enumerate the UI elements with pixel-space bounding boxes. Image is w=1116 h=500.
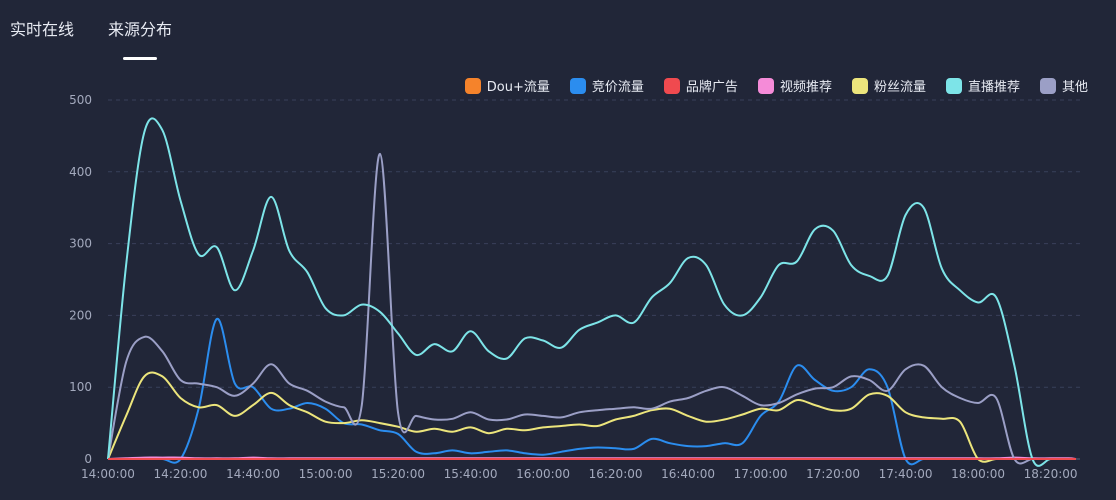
series-line-1: [108, 317, 1076, 466]
x-axis-ticks: 14:00:00 14:20:00 14:40:00 15:00:00 15:20:00…: [81, 467, 1078, 481]
series-line-4: [107, 371, 1076, 463]
y-tick-label: 300: [69, 237, 92, 251]
x-tick-label: 17:40:00: [879, 467, 933, 481]
legend-label-brand: 品牌广告: [685, 80, 738, 95]
series-lines: [107, 117, 1077, 467]
legend-label-live: 直播推荐: [967, 80, 1020, 95]
x-tick-label: 15:40:00: [444, 467, 498, 481]
legend-swatch-fans: [851, 77, 868, 94]
legend-label-fans: 粉丝流量: [873, 80, 926, 95]
legend-item-live[interactable]: 直播推荐: [945, 76, 1020, 95]
legend-label-video: 视频推荐: [779, 80, 832, 95]
legend-label-bidding: 竞价流量: [591, 80, 644, 95]
legend-swatch-other: [1039, 77, 1056, 94]
legend-label-dou: Dou+流量: [486, 80, 550, 95]
x-tick-label: 18:20:00: [1024, 467, 1078, 481]
legend-item-bidding[interactable]: 竞价流量: [569, 76, 644, 95]
y-tick-label: 500: [69, 93, 92, 107]
x-tick-label: 18:00:00: [951, 467, 1005, 481]
x-tick-label: 15:00:00: [299, 467, 353, 481]
y-tick-label: 0: [84, 452, 92, 466]
legend-item-video[interactable]: 视频推荐: [757, 76, 832, 95]
legend-item-other[interactable]: 其他: [1039, 76, 1088, 95]
x-tick-label: 17:00:00: [734, 467, 788, 481]
legend-swatch-brand: [663, 77, 680, 94]
legend-item-dou[interactable]: Dou+流量: [464, 76, 550, 95]
x-tick-label: 16:40:00: [661, 467, 715, 481]
active-tab-indicator: [123, 57, 157, 60]
legend-swatch-live: [945, 77, 962, 94]
x-tick-label: 14:40:00: [226, 467, 280, 481]
legend-swatch-dou: [464, 77, 481, 94]
y-axis-ticks: 0 100 200 300 400 500: [69, 93, 92, 466]
legend-item-fans[interactable]: 粉丝流量: [851, 76, 926, 95]
y-tick-label: 400: [69, 165, 92, 179]
x-tick-label: 14:20:00: [154, 467, 208, 481]
chart-legend: Dou+流量 竞价流量 品牌广告 视频推荐 粉丝流量 直播推荐 其他: [464, 76, 1088, 95]
series-line-5: [107, 117, 1076, 467]
legend-item-brand[interactable]: 品牌广告: [663, 76, 738, 95]
x-tick-label: 16:00:00: [516, 467, 570, 481]
tab-bar: 实时在线 来源分布: [0, 0, 1116, 70]
tab-realtime-online[interactable]: 实时在线: [10, 20, 75, 39]
tab-source-distribution[interactable]: 来源分布: [108, 20, 173, 39]
legend-swatch-bidding: [569, 77, 586, 94]
x-tick-label: 16:20:00: [589, 467, 643, 481]
legend-swatch-video: [757, 77, 774, 94]
x-tick-label: 14:00:00: [81, 467, 135, 481]
y-tick-label: 100: [69, 380, 92, 394]
legend-label-other: 其他: [1061, 80, 1088, 95]
x-tick-label: 17:20:00: [806, 467, 860, 481]
y-tick-label: 200: [69, 308, 92, 322]
x-tick-label: 15:20:00: [371, 467, 425, 481]
series-line-6: [107, 152, 1076, 465]
